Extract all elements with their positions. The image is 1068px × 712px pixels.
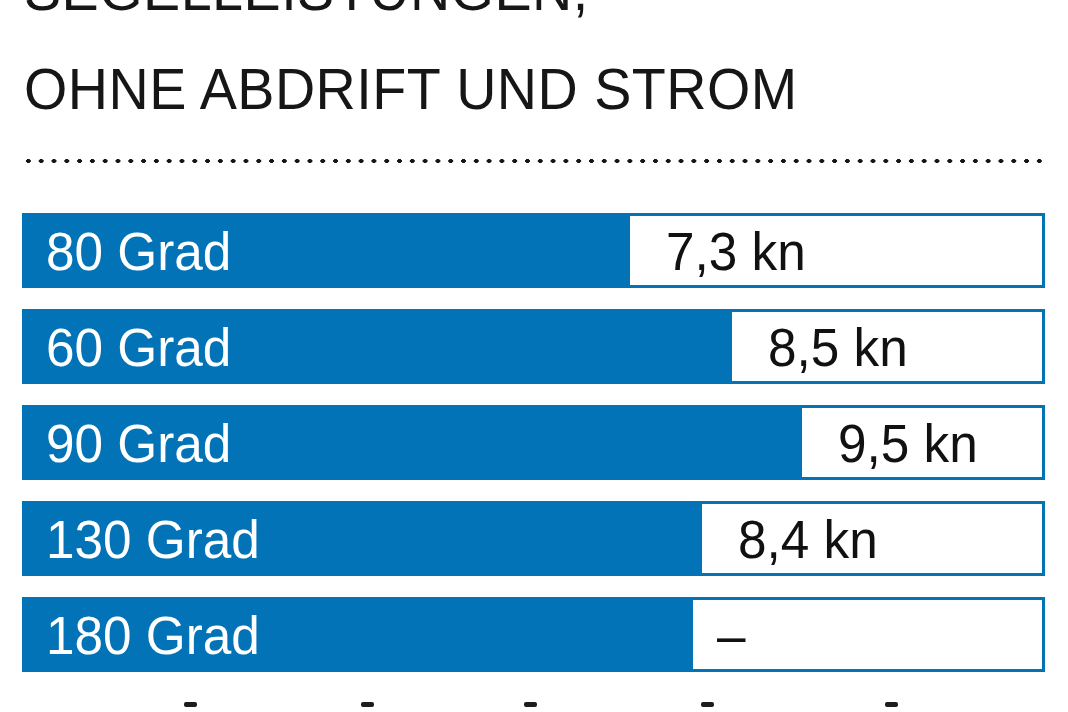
bar-category-label: 80 Grad bbox=[46, 213, 231, 288]
infographic: SEGELLEISTUNGEN, OHNE ABDRIFT UND STROM … bbox=[0, 0, 1068, 712]
bar-value-label: 7,3 kn bbox=[666, 213, 806, 288]
bar-category-label: 90 Grad bbox=[46, 405, 231, 480]
bar-value-label: 9,5 kn bbox=[838, 405, 978, 480]
bar-category-label: 180 Grad bbox=[46, 597, 260, 672]
cutoff-text-mark bbox=[361, 702, 374, 707]
cutoff-text-mark bbox=[184, 702, 197, 707]
bar-row: 130 Grad 8,4 kn bbox=[22, 501, 1045, 576]
bar-row: 180 Grad – bbox=[22, 597, 1045, 672]
bar-category-label: 60 Grad bbox=[46, 309, 231, 384]
bar-row: 60 Grad 8,5 kn bbox=[22, 309, 1045, 384]
cutoff-text-mark bbox=[524, 702, 537, 707]
bar-chart: 80 Grad 7,3 kn 60 Grad 8,5 kn 90 Grad 9,5 kn 1… bbox=[0, 0, 1068, 712]
bar-row: 80 Grad 7,3 kn bbox=[22, 213, 1045, 288]
cutoff-text-mark bbox=[885, 702, 898, 707]
bar-value-label: 8,5 kn bbox=[768, 309, 908, 384]
bar-row: 90 Grad 9,5 kn bbox=[22, 405, 1045, 480]
bar-value-label: – bbox=[717, 597, 746, 672]
bar-category-label: 130 Grad bbox=[46, 501, 260, 576]
cutoff-text-mark bbox=[701, 702, 714, 707]
bar-value-label: 8,4 kn bbox=[738, 501, 878, 576]
